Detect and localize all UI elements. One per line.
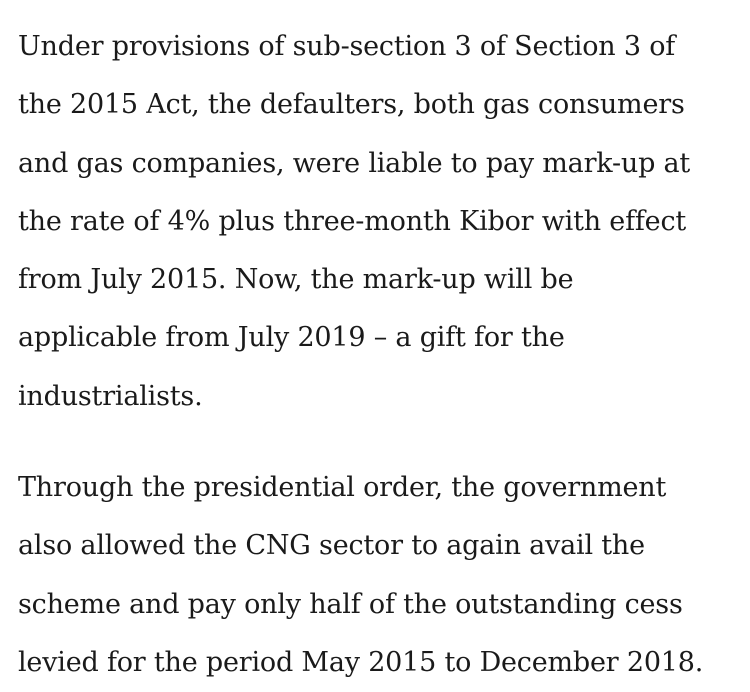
text-line: also allowed the CNG sector to again ava… <box>18 530 645 562</box>
article-body: Under provisions of sub-section 3 of Sec… <box>18 18 742 692</box>
text-line: the 2015 Act, the defaulters, both gas c… <box>18 89 685 121</box>
text-line: Under provisions of sub-section 3 of Sec… <box>18 31 676 62</box>
text-line: the rate of 4% plus three-month Kibor wi… <box>18 205 687 237</box>
text-line: scheme and pay only half of the outstand… <box>18 588 683 620</box>
paragraph-spacer <box>18 426 742 459</box>
text-line: from July 2015. Now, the mark-up will be <box>18 264 574 296</box>
text-line: and gas companies, were liable to pay ma… <box>18 147 691 179</box>
text-line: industrialists. <box>18 380 203 412</box>
paragraph-markup-provisions: Under provisions of sub-section 3 of Sec… <box>18 18 742 426</box>
paragraph-cng-sector: Through the presidential order, the gove… <box>18 459 742 692</box>
text-line: applicable from July 2019 – a gift for t… <box>18 322 565 354</box>
text-line: levied for the period May 2015 to Decemb… <box>18 646 704 678</box>
text-line: Through the presidential order, the gove… <box>18 472 667 504</box>
